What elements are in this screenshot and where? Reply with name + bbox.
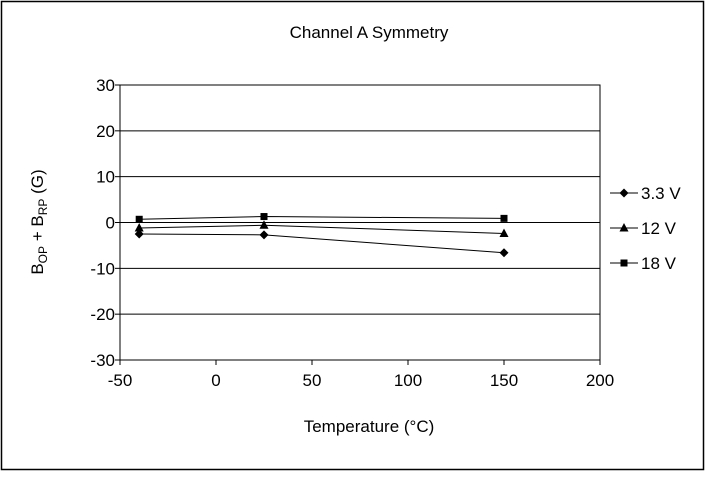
y-axis-label-sub-rp: RP (36, 199, 50, 216)
legend-marker-18-vv (620, 259, 628, 267)
chart-title: Channel A Symmetry (290, 23, 449, 42)
data-point-18-vv (135, 215, 143, 223)
data-point-12-vv (134, 223, 144, 232)
data-point-12-vv (259, 220, 269, 229)
y-axis-label-sub-op: OP (36, 246, 50, 263)
legend: 3.3 V 12 V 18 V (610, 184, 681, 273)
x-tick-labels: -50 0 50 100 150 200 (108, 371, 614, 390)
y-axis-label-mid: + B (28, 215, 47, 246)
legend-label-18-vv: 18 V (641, 254, 677, 273)
grid-layer (115, 84, 601, 365)
y-tick-label: 20 (96, 122, 115, 141)
y-tick-label: 30 (96, 76, 115, 95)
series-layer (134, 213, 509, 258)
x-tick-label: 0 (211, 371, 220, 390)
legend-marker-12-vv (619, 223, 629, 232)
data-point-3-3-vv (499, 248, 509, 258)
y-tick-labels: -30 -20 -10 0 10 20 30 (90, 76, 115, 370)
data-point-3-3-vv (134, 229, 144, 239)
legend-label-3-3-vv: 3.3 V (641, 184, 681, 203)
x-tick-label: 150 (490, 371, 518, 390)
data-point-18-vv (260, 213, 268, 221)
data-point-18-vv (500, 214, 508, 222)
x-tick-label: 200 (586, 371, 614, 390)
y-axis-label-tail: (G) (28, 169, 47, 198)
y-tick-label: -30 (90, 351, 115, 370)
legend-marker-3-3-vv (619, 188, 629, 198)
data-point-12-vv (499, 228, 509, 237)
legend-label-12-vv: 12 V (641, 219, 677, 238)
x-axis-label: Temperature (°C) (304, 417, 435, 436)
data-point-3-3-vv (259, 230, 269, 240)
y-tick-label: -10 (90, 259, 115, 278)
x-tick-label: 100 (394, 371, 422, 390)
y-tick-label: 0 (106, 214, 115, 233)
y-tick-label: -20 (90, 305, 115, 324)
x-tick-label: -50 (108, 371, 133, 390)
y-tick-label: 10 (96, 168, 115, 187)
y-axis-label-main: B (28, 263, 47, 274)
x-tick-label: 50 (303, 371, 322, 390)
y-axis-label: BOP + BRP (G) (28, 169, 50, 274)
